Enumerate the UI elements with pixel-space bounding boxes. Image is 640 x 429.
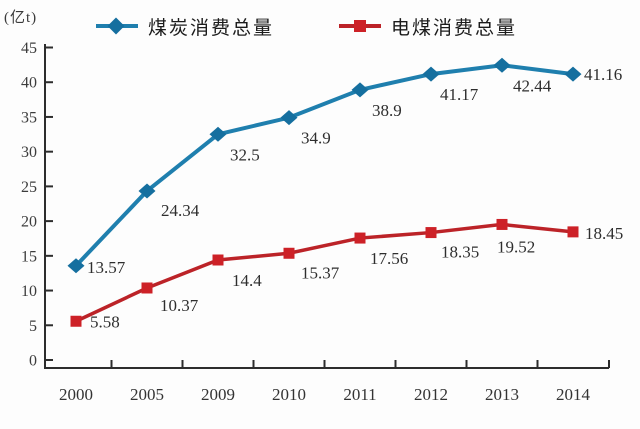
data-point-square-marker (141, 282, 153, 294)
y-axis-tick-label: 15 (21, 248, 37, 265)
series-power-coal: 5.58 10.37 14.4 15.37 17.56 18.35 19.52 18.45 (70, 218, 623, 331)
y-axis-unit-label: (亿t) (4, 10, 38, 26)
y-axis-tick-label: 35 (21, 109, 37, 126)
data-point-diamond-marker (280, 110, 298, 126)
data-label: 14.4 (232, 271, 262, 290)
data-point-diamond-marker (67, 258, 85, 274)
y-axis-tick-label: 20 (21, 214, 37, 231)
data-point-square-marker (425, 227, 437, 239)
data-label: 41.17 (440, 85, 479, 104)
x-axis-label: 2005 (130, 385, 164, 404)
x-axis-label: 2013 (485, 385, 519, 404)
data-label: 17.56 (370, 249, 408, 268)
series-line (74, 63, 574, 268)
data-point-diamond-marker (493, 57, 511, 73)
data-point-square-marker (212, 254, 224, 266)
y-axis-tick-label: 40 (21, 75, 37, 92)
data-point-square-marker (70, 315, 82, 327)
legend-item-power-coal: 电煤消费总量 (339, 13, 517, 39)
data-label: 5.58 (90, 312, 120, 331)
legend-item-coal-total: 煤炭消费总量 (96, 13, 274, 39)
data-label: 32.5 (230, 145, 260, 164)
y-axis-tick-label: 0 (29, 353, 37, 370)
x-axis-label: 2010 (272, 385, 306, 404)
data-point-square-marker (354, 232, 366, 244)
data-point-diamond-marker (351, 82, 369, 98)
x-axis-label: 2011 (343, 385, 376, 404)
data-label: 34.9 (301, 129, 331, 148)
legend-label-power-coal: 电煤消费总量 (391, 17, 518, 39)
legend-line-diamond-icon (96, 17, 138, 35)
data-label: 18.45 (585, 224, 623, 243)
data-point-diamond-marker (422, 66, 440, 82)
y-axis-tick-label: 10 (21, 283, 37, 300)
data-point-square-marker (283, 247, 295, 259)
data-point-diamond-marker (138, 183, 156, 199)
chart-legend: 煤炭消费总量 电煤消费总量 (0, 13, 640, 43)
data-label: 10.37 (160, 296, 199, 315)
data-label: 18.35 (441, 243, 479, 262)
data-label: 19.52 (497, 237, 535, 256)
data-label: 24.34 (161, 201, 200, 220)
data-point-square-marker (567, 226, 579, 238)
data-label: 42.44 (513, 76, 552, 95)
data-point-diamond-marker (209, 126, 227, 142)
data-label: 15.37 (301, 263, 340, 282)
data-point-diamond-marker (564, 66, 582, 82)
x-axis-label: 2014 (556, 385, 591, 404)
data-label: 38.9 (372, 101, 402, 120)
series-coal-total: 13.57 24.34 32.5 34.9 38.9 41.17 42.44 41.16 (67, 57, 622, 277)
legend-line-square-icon (339, 17, 381, 35)
y-axis-tick-label: 30 (21, 144, 37, 161)
x-axis-label: 2012 (414, 385, 448, 404)
y-axis-tick-label: 25 (21, 179, 37, 196)
data-point-square-marker (496, 218, 508, 230)
x-axis-label: 2000 (59, 385, 93, 404)
series-line (75, 222, 574, 323)
legend-label-coal-total: 煤炭消费总量 (148, 17, 275, 39)
y-axis-tick-label: 45 (21, 40, 37, 57)
data-label: 41.16 (584, 65, 622, 84)
y-axis-tick-label: 5 (29, 318, 37, 335)
data-label: 13.57 (87, 258, 126, 277)
x-axis-label: 2009 (201, 385, 235, 404)
axes: 0 5 10 15 20 25 30 35 40 45 2000 2005 2009 2010 2011 20… (21, 40, 610, 404)
